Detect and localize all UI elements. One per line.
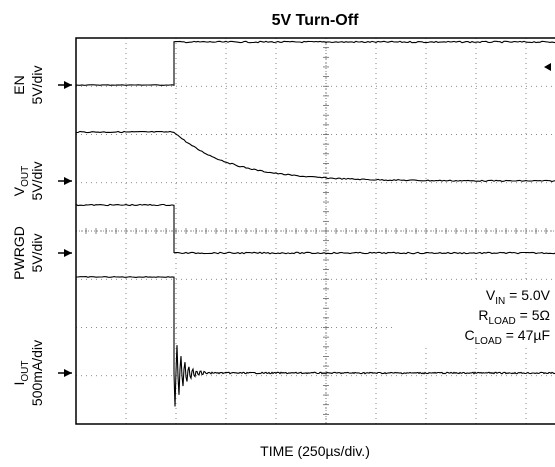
condition-cload: CLOAD = 47µF (464, 327, 550, 347)
trace-iout (76, 276, 555, 407)
channel-pwrgd-scale: 5V/div (29, 234, 45, 273)
channel-label-en: EN 5V/div (11, 66, 45, 105)
channel-label-vout: VOUT 5V/div (11, 162, 45, 201)
ground-marker-vout (64, 177, 72, 185)
channel-iout-name: I (11, 382, 27, 386)
plot-frame (75, 37, 555, 425)
svg-text:IOUT: IOUT (11, 361, 31, 386)
ground-marker-pwrgd (64, 249, 72, 257)
grid (75, 37, 555, 425)
channel-vout-sub: OUT (20, 166, 31, 187)
chart-title: 5V Turn-Off (272, 12, 359, 29)
svg-text:EN: EN (11, 75, 27, 94)
ground-markers (58, 63, 551, 377)
channel-en-name: EN (11, 75, 27, 94)
channel-en-scale: 5V/div (29, 66, 45, 105)
channel-iout-scale: 500mA/div (29, 340, 45, 406)
channel-vout-name: V (11, 186, 27, 196)
channel-iout-sub: OUT (20, 361, 31, 382)
traces (75, 40, 555, 407)
trigger-marker (544, 63, 551, 71)
ground-marker-iout (64, 369, 72, 377)
channel-label-pwrgd: PWRGD 5V/div (11, 226, 45, 280)
trace-pwrgd (75, 203, 555, 255)
trace-en (75, 40, 555, 86)
test-conditions: VIN = 5.0V RLOAD = 5Ω CLOAD = 47µF (392, 282, 552, 348)
channel-vout-scale: 5V/div (29, 162, 45, 201)
svg-text:VOUT: VOUT (11, 166, 31, 196)
trace-vout (76, 130, 555, 183)
x-axis-label: TIME (250µs/div.) (260, 443, 370, 459)
condition-vin: VIN = 5.0V (486, 287, 551, 307)
channel-label-iout: IOUT 500mA/div (11, 340, 45, 406)
channel-pwrgd-name: PWRGD (11, 226, 27, 280)
ground-marker-en (64, 81, 72, 89)
condition-rload: RLOAD = 5Ω (478, 307, 550, 327)
